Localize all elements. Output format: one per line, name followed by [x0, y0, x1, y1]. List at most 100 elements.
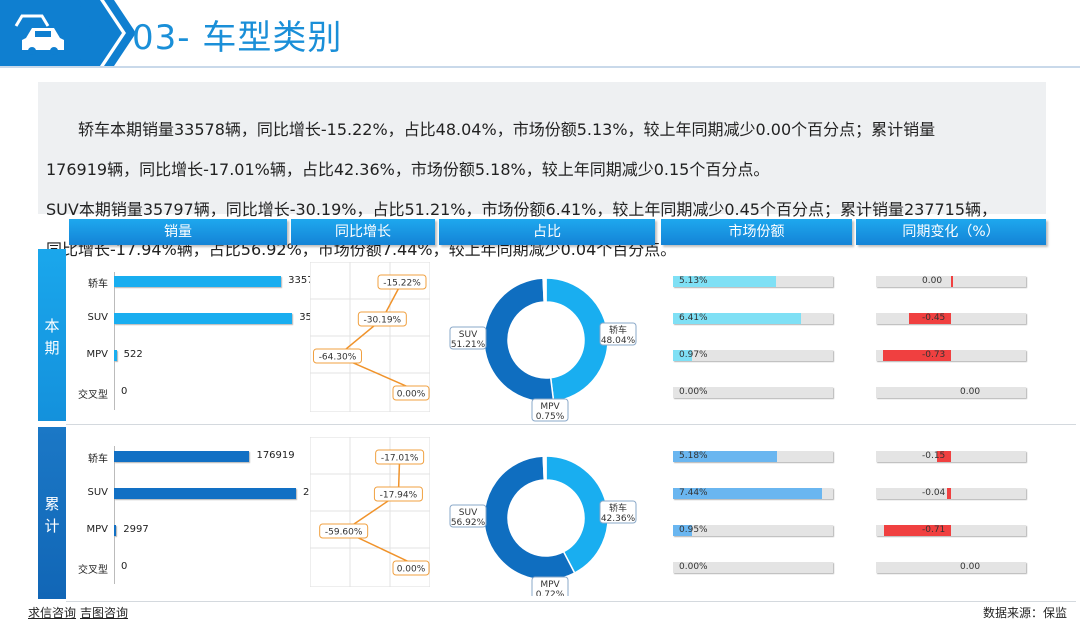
market-share-value: 5.18%: [679, 451, 708, 461]
footer-link-qiuxin[interactable]: 求信咨询: [28, 606, 77, 620]
data-source: 数据来源：保监: [983, 606, 1068, 620]
row-label: 期: [44, 339, 60, 357]
market-share-value: 0.00%: [679, 387, 708, 397]
yoy-label-box: [357, 311, 407, 327]
change-track: -0.15: [876, 451, 1026, 462]
market-share-value: 0.95%: [679, 525, 708, 535]
donut-value: 0.72%: [536, 590, 565, 596]
row-label: 累: [44, 495, 60, 513]
yoy-point: -17.94%: [373, 486, 423, 502]
yoy-label: 0.00%: [397, 565, 426, 575]
yoy-point: -30.19%: [357, 311, 407, 327]
car-icon: [14, 14, 64, 55]
donut-value: 42.36%: [601, 514, 636, 524]
sales-value: 176919: [256, 450, 295, 461]
row-divider: [66, 424, 1076, 425]
change-fill: [908, 313, 951, 324]
yoy-chart-current: -15.22% -30.19% -64.30% 0.00%: [310, 262, 430, 412]
change-value: -0.45: [922, 313, 946, 323]
column-header-market-share: 市场份额: [661, 219, 852, 245]
sales-value: 522: [123, 349, 143, 360]
donut-label-box: [449, 326, 487, 350]
change-track: -0.45: [876, 313, 1026, 324]
yoy-label: -64.30%: [319, 353, 357, 363]
donut-slice: [483, 455, 576, 581]
change-track: -0.04: [876, 488, 1026, 499]
category-label: 轿车: [88, 279, 108, 290]
yoy-label: -59.60%: [325, 528, 363, 538]
sales-value: 0: [121, 561, 128, 572]
donut-slice: [545, 277, 609, 403]
market-share-fill: [673, 488, 822, 499]
yoy-point: -15.22%: [377, 274, 427, 290]
yoy-line: [342, 456, 423, 569]
sales-bar: [114, 313, 293, 324]
summary-line: SUV本期销量35797辆，同比增长-30.19%，占比51.21%，市场份额6…: [46, 200, 998, 219]
market-share-track: 0.97%: [673, 350, 833, 361]
sales-value: 0: [121, 386, 128, 397]
header-chevron: [78, 0, 136, 66]
donut-slice: [542, 455, 547, 481]
category-label: 交叉型: [78, 390, 108, 401]
market-share-value: 0.00%: [679, 562, 708, 572]
yoy-line: [336, 281, 423, 394]
yoy-chart-cumulative: -17.01% -17.94% -59.60% 0.00%: [310, 437, 430, 587]
header-divider: [0, 66, 1080, 68]
sales-axis: [114, 446, 115, 584]
change-track: 0.00: [876, 387, 1026, 398]
change-value: -0.73: [922, 350, 946, 360]
sales-bar: [114, 451, 250, 462]
donut-label-box: [531, 398, 569, 422]
category-label: SUV: [87, 312, 108, 323]
donut-value: 48.04%: [601, 336, 636, 346]
column-header-yoy: 同比增长: [291, 219, 435, 245]
market-share-value: 5.13%: [679, 276, 708, 286]
yoy-label: -30.19%: [364, 316, 402, 326]
yoy-point: -64.30%: [312, 348, 362, 364]
yoy-label: -17.01%: [381, 454, 419, 464]
market-share-track: 0.00%: [673, 562, 833, 573]
yoy-label-box: [392, 560, 430, 576]
donut-slice: [483, 277, 555, 403]
yoy-point: 0.00%: [392, 385, 430, 401]
donut-category: SUV: [459, 508, 478, 518]
footer-link-jitu[interactable]: 吉图咨询: [80, 606, 129, 620]
market-share-chart-cumulative: 5.18% 7.44% 0.95% 0.00%: [673, 451, 833, 581]
donut-category: SUV: [459, 330, 478, 340]
summary-line: 轿车本期销量33578辆，同比增长-15.22%，占比48.04%，市场份额5.…: [78, 120, 936, 139]
donut-slice: [542, 277, 547, 303]
sales-value: 33578: [288, 275, 320, 286]
donut-category: MPV: [540, 580, 560, 590]
change-fill: [951, 276, 953, 287]
yoy-label-box: [312, 348, 362, 364]
donut-value: 0.75%: [536, 412, 565, 422]
column-header-share: 占比: [439, 219, 655, 245]
sales-value: 2997: [123, 524, 149, 535]
yoy-point: 0.00%: [392, 560, 430, 576]
donut-label-box: [599, 500, 637, 524]
donut-label-box: [599, 322, 637, 346]
market-share-chart-current: 5.13% 6.41% 0.97% 0.00%: [673, 276, 833, 406]
market-share-track: 6.41%: [673, 313, 833, 324]
market-share-fill: [673, 451, 777, 462]
summary-text: 轿车本期销量33578辆，同比增长-15.22%，占比48.04%，市场份额5.…: [46, 100, 1042, 276]
market-share-value: 7.44%: [679, 488, 708, 498]
market-share-fill: [673, 313, 802, 324]
yoy-label-box: [377, 274, 427, 290]
market-share-track: 7.44%: [673, 488, 833, 499]
category-label: 交叉型: [78, 565, 108, 576]
market-share-fill: [673, 350, 693, 361]
donut-slice: [545, 455, 609, 575]
yoy-label: 0.00%: [397, 390, 426, 400]
donut-category: MPV: [540, 402, 560, 412]
change-fill: [884, 525, 951, 536]
row-band-current: 本 期: [38, 249, 66, 421]
sales-bar: [114, 488, 296, 499]
change-track: 0.00: [876, 276, 1026, 287]
market-share-fill: [673, 525, 692, 536]
sales-chart-cumulative: 轿车 SUV MPV 交叉型 176919 237715 2997 0: [66, 428, 341, 598]
column-header-change: 同期变化（%）: [856, 219, 1046, 245]
